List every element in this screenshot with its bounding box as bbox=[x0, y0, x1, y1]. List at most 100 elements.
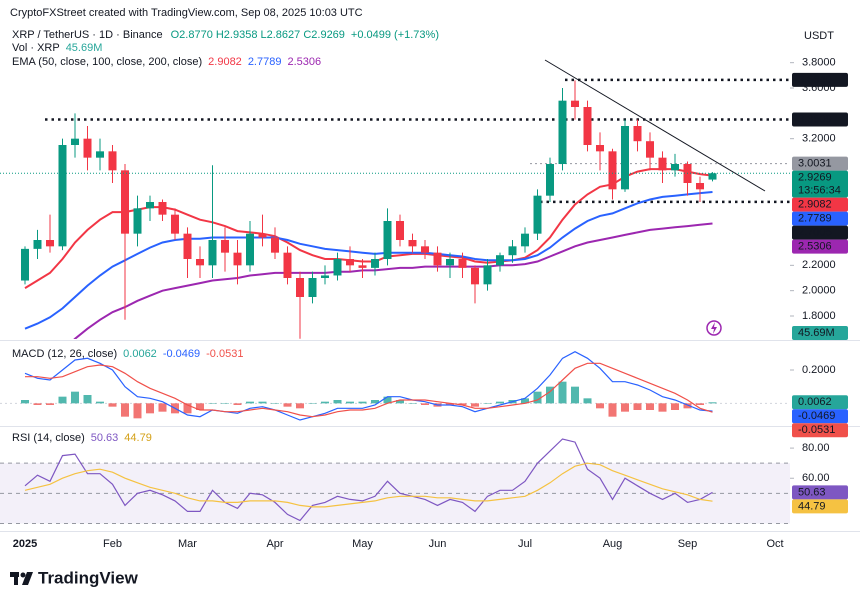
macd-histogram-bar bbox=[571, 386, 579, 404]
macd-histogram-bar bbox=[408, 403, 417, 404]
macd-histogram-bar bbox=[558, 381, 567, 404]
y-tick-label: 3.2000 bbox=[802, 133, 836, 145]
y-tick-label: 60.00 bbox=[802, 472, 830, 484]
macd-histogram-bar bbox=[521, 398, 529, 404]
price-label-box bbox=[792, 156, 848, 171]
macd-histogram-bar bbox=[233, 403, 242, 405]
macd-histogram-bar bbox=[583, 398, 592, 404]
price-label-box bbox=[792, 225, 848, 240]
macd-histogram-bar bbox=[46, 403, 54, 405]
candle-body bbox=[708, 173, 717, 180]
price-label: 2.7005 bbox=[798, 227, 832, 239]
macd-histogram-bar bbox=[596, 403, 604, 409]
price-label: 2.5306 bbox=[798, 241, 832, 253]
candle-body bbox=[146, 202, 154, 209]
line bbox=[24, 438, 713, 522]
candle-body bbox=[71, 138, 79, 145]
macd-histogram-bar bbox=[208, 403, 217, 404]
candle-body bbox=[296, 278, 304, 297]
x-tick-label: Mar bbox=[178, 538, 197, 550]
candle-body bbox=[458, 259, 467, 268]
macd-histogram-bar bbox=[308, 403, 317, 404]
macd-histogram-bar bbox=[121, 403, 129, 417]
price-label-box bbox=[792, 485, 848, 500]
candle-body bbox=[246, 233, 254, 266]
logo bbox=[10, 572, 33, 585]
price-label: 3.0031 bbox=[798, 158, 832, 170]
candle-body bbox=[433, 252, 442, 266]
candle-body bbox=[171, 214, 179, 234]
macd-histogram-bar bbox=[358, 401, 367, 404]
price-label: 3.3509 bbox=[798, 113, 832, 125]
macd-hist-value: 0.0062 bbox=[123, 348, 157, 360]
macd-histogram-bar bbox=[633, 403, 642, 410]
y-tick-label: 3.8000 bbox=[802, 57, 836, 69]
macd-histogram-bar bbox=[533, 391, 542, 404]
price-label-box bbox=[792, 112, 848, 127]
rsi-legend: RSI (14, close) 50.63 44.79 bbox=[12, 432, 152, 444]
price-label-box bbox=[792, 409, 848, 424]
price-label-box bbox=[792, 423, 848, 438]
macd-histogram-bar bbox=[96, 401, 104, 404]
x-tick-label: Oct bbox=[766, 538, 783, 550]
candle-body bbox=[608, 151, 617, 190]
candle-body bbox=[396, 221, 404, 240]
price-label-box bbox=[792, 211, 848, 226]
candle-body bbox=[333, 259, 342, 276]
candle-body bbox=[633, 126, 642, 142]
macd-histogram-bar bbox=[71, 391, 79, 404]
macd-histogram-bar bbox=[496, 401, 504, 404]
price-label: 44.79 bbox=[798, 500, 826, 512]
symbol: XRP / TetherUS · 1D · Binance bbox=[12, 29, 163, 41]
candle-body bbox=[283, 252, 292, 278]
macd-histogram-bar bbox=[271, 403, 279, 404]
macd-histogram-bar bbox=[383, 396, 392, 404]
macd-histogram-bar bbox=[133, 403, 142, 419]
line bbox=[24, 462, 713, 508]
ema-value: 2.5306 bbox=[287, 56, 321, 68]
macd-histogram-bar bbox=[333, 400, 342, 404]
candle-body bbox=[96, 151, 104, 158]
price-label-box bbox=[792, 170, 848, 198]
candle-body bbox=[121, 170, 129, 234]
currency: USDT bbox=[804, 30, 834, 42]
candle-body bbox=[671, 164, 679, 171]
macd-histogram-bar bbox=[421, 403, 429, 405]
line bbox=[25, 362, 713, 418]
macd-histogram-bar bbox=[621, 403, 629, 412]
price-label: 50.63 bbox=[798, 486, 826, 498]
price-label: 2.7789 bbox=[798, 213, 832, 225]
chart-title: CryptoFXStreet created with TradingView.… bbox=[10, 7, 363, 19]
y-tick-label: 2.0000 bbox=[802, 285, 836, 297]
price-label: -0.0531 bbox=[798, 424, 835, 436]
symbol-legend: XRP / TetherUS · 1D · Binance O2.8770 H2.… bbox=[12, 29, 439, 41]
line bbox=[24, 351, 713, 421]
price-label: 3.6640 bbox=[798, 74, 832, 86]
price-label: -0.0469 bbox=[798, 410, 835, 422]
macd-histogram-bar bbox=[283, 403, 292, 407]
candle-body bbox=[258, 233, 267, 238]
price-label-box bbox=[792, 499, 848, 514]
candle-body bbox=[558, 100, 567, 164]
macd-histogram-bar bbox=[683, 403, 692, 409]
candle-body bbox=[371, 259, 379, 268]
macd-histogram-bar bbox=[246, 401, 254, 404]
price-label-box bbox=[792, 197, 848, 212]
macd-histogram-bar bbox=[21, 400, 29, 404]
macd-histogram-bar bbox=[608, 403, 617, 417]
candle-body bbox=[421, 246, 429, 253]
macd-histogram-bar bbox=[58, 396, 67, 404]
candle-body bbox=[646, 141, 654, 158]
candle-body bbox=[696, 183, 704, 190]
candle-body bbox=[46, 240, 54, 247]
macd-histogram-bar bbox=[221, 403, 229, 404]
candle-body bbox=[21, 248, 29, 281]
macd-histogram-bar bbox=[658, 403, 667, 412]
ema-value: 2.9082 bbox=[208, 56, 242, 68]
candle-body bbox=[346, 259, 354, 266]
x-tick-label: Feb bbox=[103, 538, 122, 550]
x-tick-label: May bbox=[352, 538, 373, 550]
macd-signal-value: -0.0531 bbox=[206, 348, 243, 360]
rsi-ma-value: 44.79 bbox=[124, 432, 152, 444]
